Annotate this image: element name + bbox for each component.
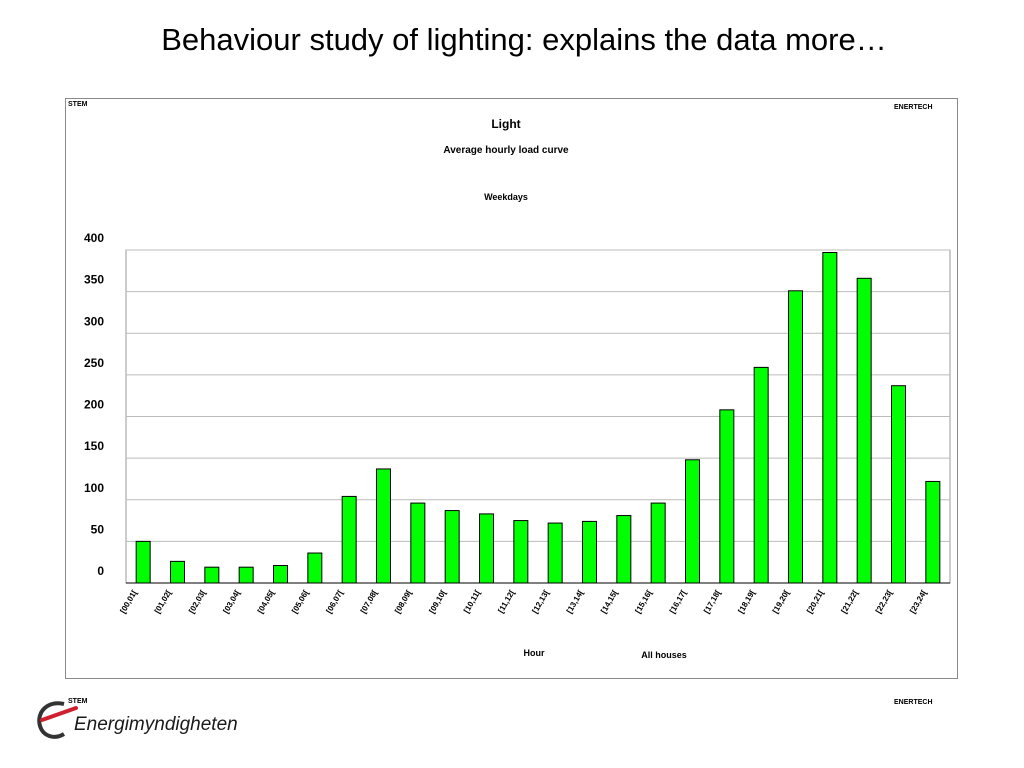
x-tick-label: [11,12[ bbox=[496, 588, 516, 614]
x-tick-label: [20,21[ bbox=[805, 588, 826, 615]
chart-tag-left: STEM bbox=[68, 101, 88, 108]
x-tick-label: [21,22[ bbox=[839, 588, 860, 615]
x-tick-label: [18,19[ bbox=[736, 588, 757, 615]
footer-tag-right: ENERTECH bbox=[894, 699, 933, 706]
slide-title: Behaviour study of lighting: explains th… bbox=[161, 22, 887, 57]
x-tick-label: [02,03[ bbox=[187, 588, 208, 615]
bar bbox=[685, 459, 700, 584]
bar bbox=[479, 513, 494, 584]
x-tick-label: [10,11[ bbox=[462, 588, 482, 614]
bar bbox=[238, 566, 254, 584]
x-tick-label: [06,07[ bbox=[324, 588, 345, 615]
bar bbox=[788, 290, 803, 584]
logo-text: Energimyndigheten bbox=[74, 714, 238, 735]
bar bbox=[856, 277, 872, 584]
chart-subtitle-weekdays: Weekdays bbox=[484, 192, 528, 202]
bar bbox=[135, 540, 151, 584]
x-tick-label: [01,02[ bbox=[153, 588, 174, 615]
y-tick-label: 300 bbox=[84, 314, 104, 328]
y-tick-label: 350 bbox=[84, 273, 104, 287]
chart-title: Light bbox=[491, 117, 521, 131]
x-tick-label: [16,17[ bbox=[668, 588, 689, 615]
y-tick-label: 200 bbox=[84, 398, 104, 412]
bar bbox=[582, 520, 597, 584]
energimyndigheten-swoosh-icon bbox=[37, 701, 78, 739]
bar bbox=[273, 565, 288, 584]
x-tick-label: [12,13[ bbox=[530, 588, 551, 615]
x-tick-label: [17,18[ bbox=[702, 588, 723, 615]
x-tick-label: [00,01[ bbox=[118, 588, 139, 615]
y-tick-label: 250 bbox=[84, 356, 104, 370]
x-tick-label: [14,15[ bbox=[599, 588, 620, 615]
x-tick-label: [09,10[ bbox=[427, 588, 448, 615]
chart-subtitle: Average hourly load curve bbox=[443, 145, 569, 156]
bar bbox=[307, 552, 323, 584]
x-tick-label: [05,06[ bbox=[290, 588, 311, 615]
y-tick-label: 50 bbox=[91, 522, 105, 536]
bar bbox=[376, 468, 391, 584]
bar bbox=[891, 385, 906, 584]
x-tick-label: [22,23[ bbox=[874, 588, 895, 615]
x-tick-label: [19,20[ bbox=[771, 588, 792, 615]
bar bbox=[547, 522, 563, 584]
bar bbox=[410, 502, 426, 584]
energimyndigheten-logo: Energimyndigheten bbox=[34, 698, 238, 742]
x-axis-label: Hour bbox=[524, 648, 545, 658]
bar bbox=[753, 366, 769, 584]
chart-tag-right: ENERTECH bbox=[894, 104, 933, 111]
footer-tag-left: STEM bbox=[68, 698, 88, 705]
x-tick-label: [04,05[ bbox=[256, 588, 277, 615]
x-tick-label: [08,09[ bbox=[393, 588, 414, 615]
bar bbox=[822, 251, 838, 584]
bar bbox=[719, 409, 735, 584]
x-tick-label: [13,14[ bbox=[565, 588, 586, 615]
bar bbox=[341, 495, 357, 584]
chart-annotation: All houses bbox=[641, 650, 687, 660]
y-tick-label: 400 bbox=[84, 231, 104, 245]
bar bbox=[925, 480, 941, 584]
bar bbox=[650, 502, 666, 584]
bar bbox=[204, 566, 220, 584]
x-tick-label: [15,16[ bbox=[633, 588, 654, 615]
bar bbox=[170, 560, 185, 584]
bar bbox=[444, 510, 460, 584]
y-tick-label: 0 bbox=[97, 564, 104, 578]
x-tick-label: [03,04[ bbox=[221, 588, 242, 615]
x-tick-label: [23,24[ bbox=[908, 588, 929, 615]
chart-frame bbox=[65, 98, 958, 679]
y-tick-label: 150 bbox=[84, 439, 104, 453]
y-tick-label: 100 bbox=[84, 481, 104, 495]
bar bbox=[616, 515, 632, 584]
x-tick-label: [07,08[ bbox=[359, 588, 380, 615]
bar bbox=[513, 520, 529, 584]
